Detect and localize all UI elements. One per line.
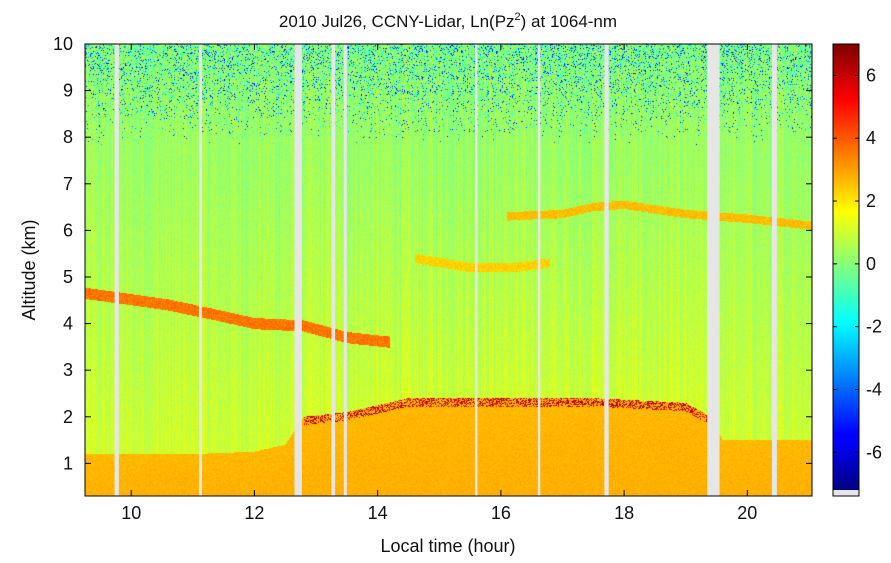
y-tick-label: 10 — [53, 34, 73, 54]
y-tick-label: 4 — [63, 314, 73, 334]
colorbar-nodata-cell — [833, 490, 859, 496]
backscatter-heatmap — [85, 44, 812, 496]
y-axis-ticks: 1 2 3 4 5 6 7 8 9 10 — [53, 34, 812, 473]
data-gap — [294, 44, 302, 496]
data-gap — [198, 44, 203, 496]
colorbar-tick-label: 6 — [866, 65, 876, 85]
chart-title: 2010 Jul26, CCNY-Lidar, Ln(Pz2) at 1064-… — [279, 11, 617, 31]
data-gap — [537, 44, 541, 496]
colorbar: -6 -4 -2 0 2 4 6 — [832, 43, 882, 497]
y-axis-label: Altitude (km) — [19, 219, 39, 320]
data-gap — [343, 44, 347, 496]
y-tick-label: 5 — [63, 267, 73, 287]
x-tick-label: 16 — [491, 503, 511, 523]
heatmap-area — [85, 44, 812, 496]
x-tick-label: 14 — [368, 503, 388, 523]
data-gap — [114, 44, 119, 496]
colorbar-tick-label: 4 — [866, 128, 876, 148]
colorbar-tick-label: 2 — [866, 191, 876, 211]
colorbar-tick-label: -2 — [866, 317, 882, 337]
y-tick-label: 3 — [63, 360, 73, 380]
colorbar-frame — [832, 43, 860, 497]
plot-frame — [84, 43, 813, 497]
y-tick-label: 1 — [63, 453, 73, 473]
colorbar-tick-label: 0 — [866, 254, 876, 274]
y-tick-label: 7 — [63, 174, 73, 194]
y-tick-label: 6 — [63, 220, 73, 240]
data-gap — [604, 44, 609, 496]
colorbar-tick-label: -6 — [866, 442, 882, 462]
data-gaps — [114, 44, 777, 496]
colorbar-tick-label: -4 — [866, 379, 882, 399]
x-tick-label: 12 — [244, 503, 264, 523]
data-gap — [707, 44, 720, 496]
data-gap — [331, 44, 336, 496]
x-axis-label: Local time (hour) — [380, 536, 515, 556]
x-axis-ticks: 10 12 14 16 18 20 — [121, 44, 757, 523]
colorbar-gradient — [833, 44, 859, 490]
y-tick-label: 9 — [63, 81, 73, 101]
data-gap — [474, 44, 478, 496]
x-tick-label: 18 — [614, 503, 634, 523]
data-gap — [771, 44, 777, 496]
x-tick-label: 10 — [121, 503, 141, 523]
y-tick-label: 8 — [63, 127, 73, 147]
y-tick-label: 2 — [63, 407, 73, 427]
colorbar-ticks: -6 -4 -2 0 2 4 6 — [833, 65, 882, 462]
x-tick-label: 20 — [737, 503, 757, 523]
